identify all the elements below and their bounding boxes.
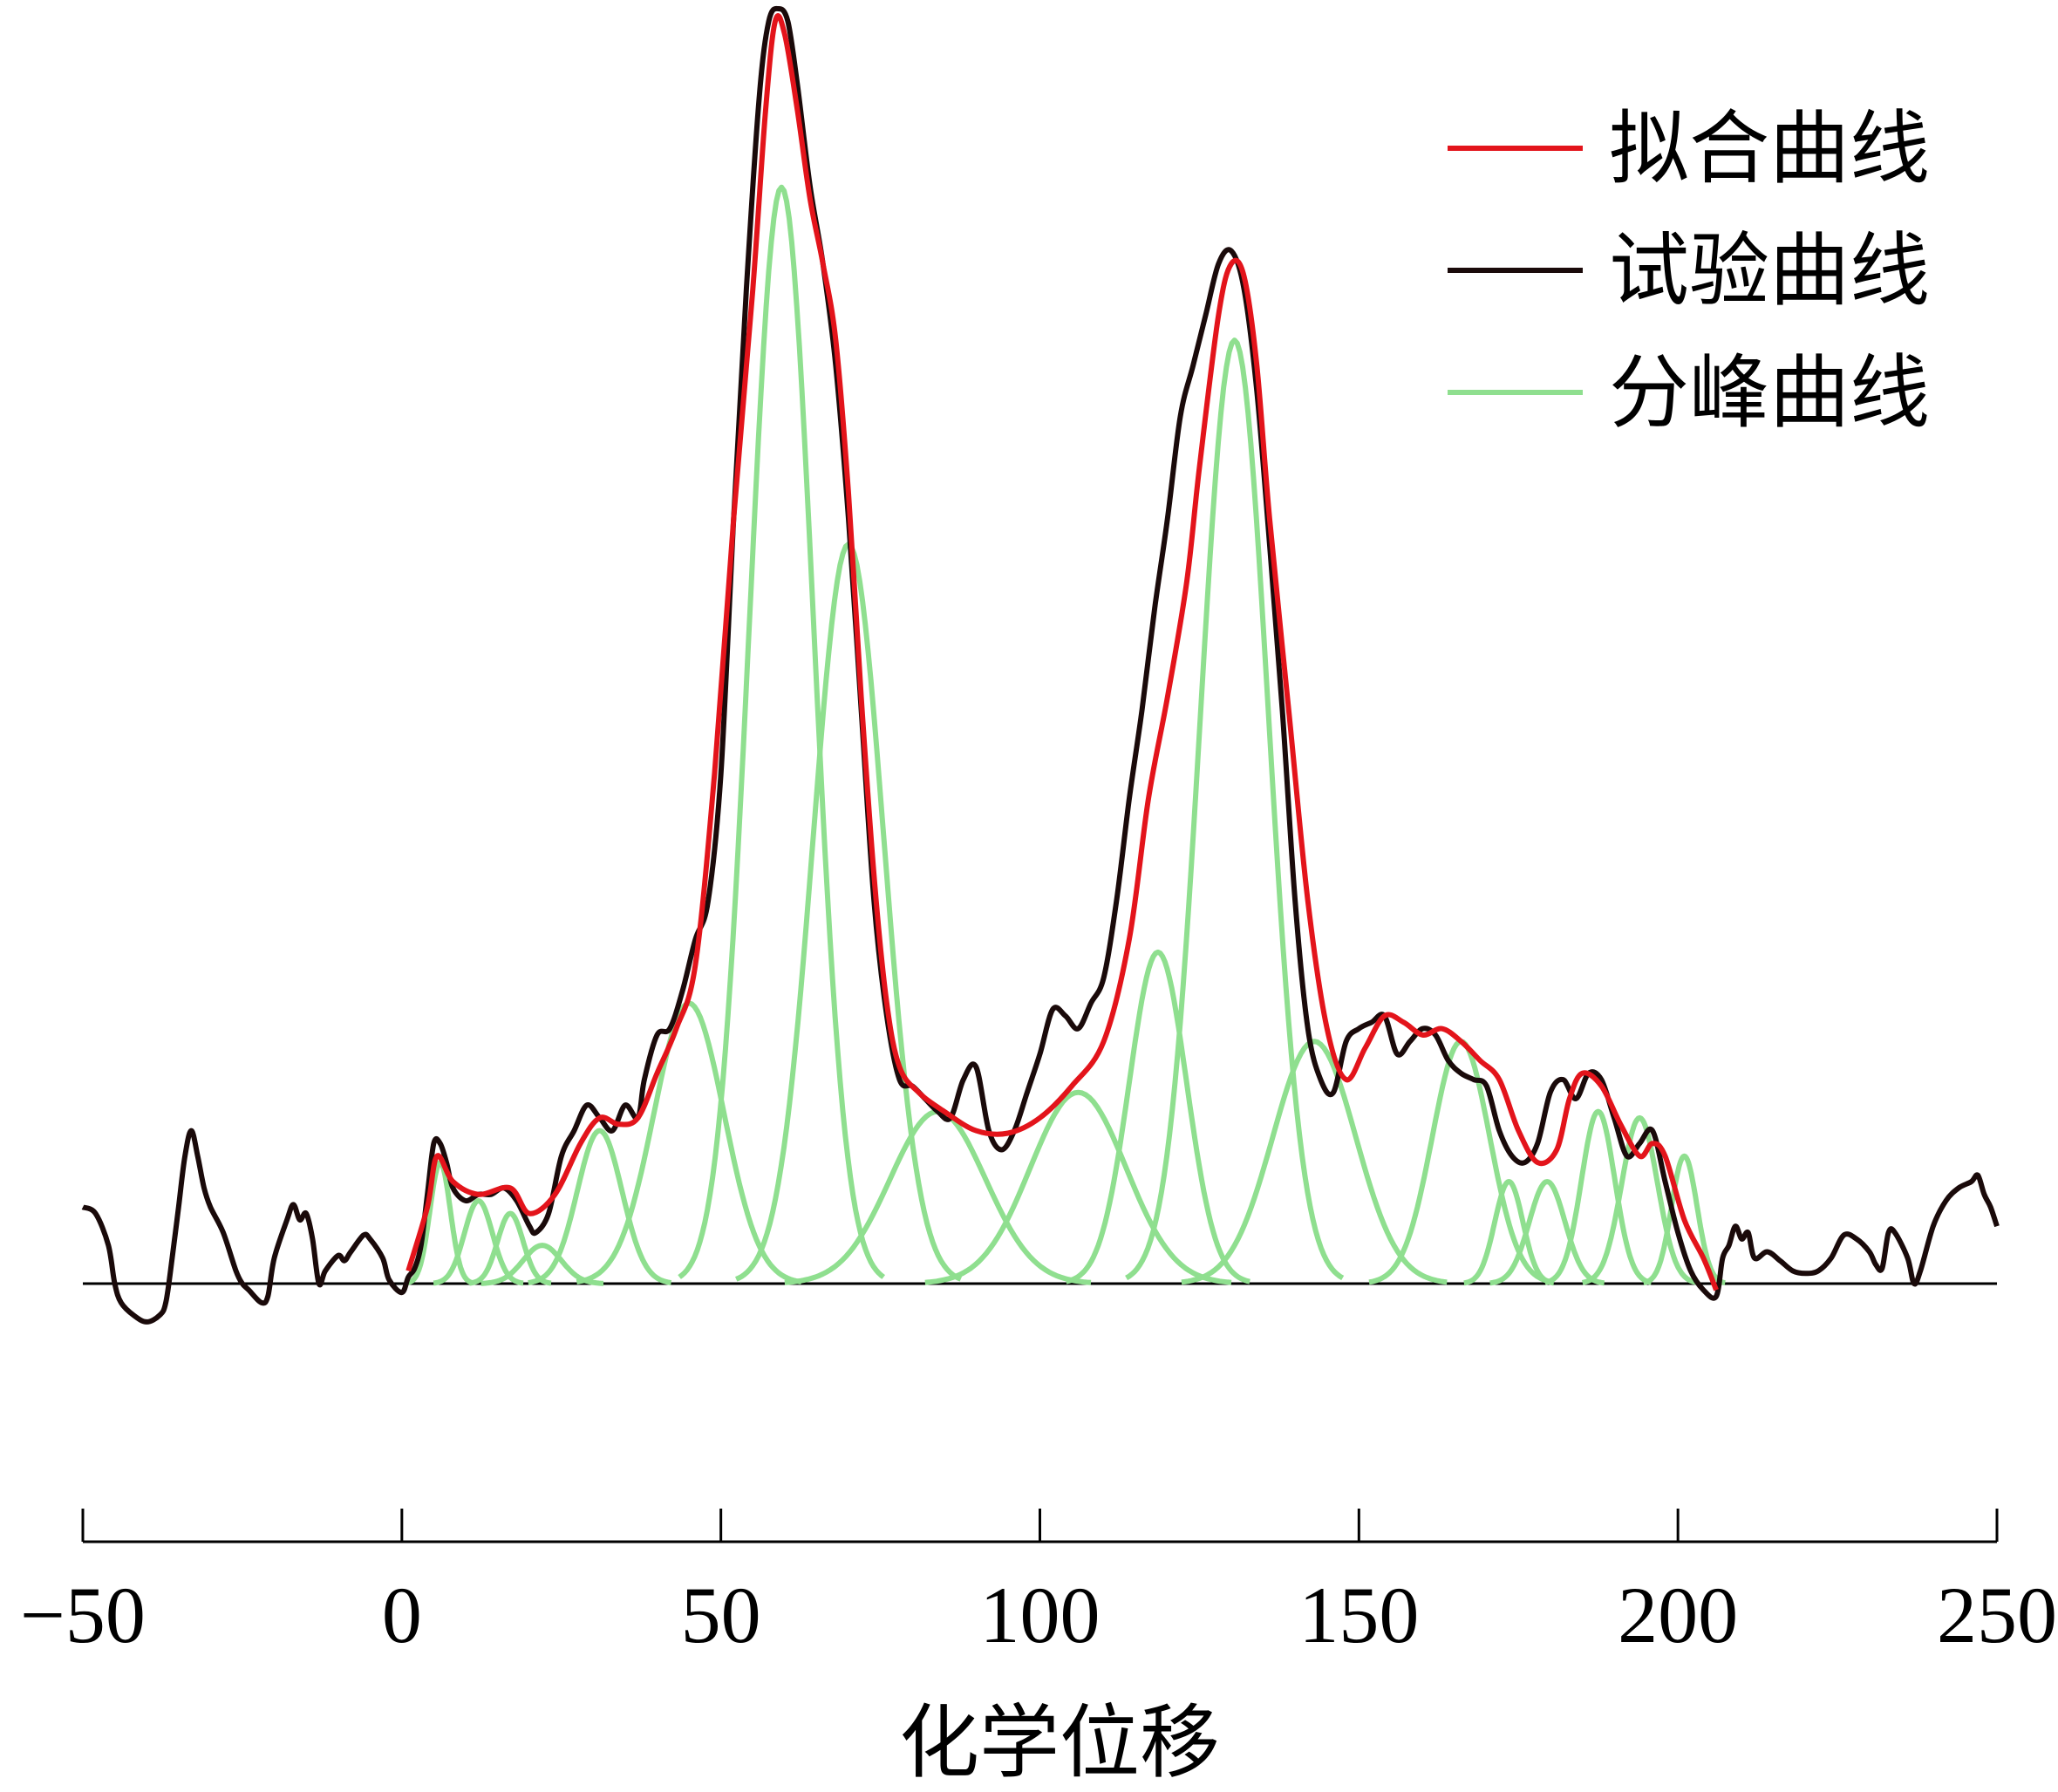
- peak-curve-17: [1544, 1108, 1653, 1285]
- series-fitted-curve: [405, 13, 1719, 1291]
- x-tick-label: 100: [980, 1571, 1101, 1659]
- peak-curve-16: [1489, 1179, 1606, 1286]
- legend-label: 试验曲线: [1609, 224, 1930, 317]
- fitted-curve-line: [405, 13, 1719, 1291]
- series-experimental-curve: [81, 5, 2000, 1325]
- peak-curve-7: [678, 184, 886, 1279]
- peak-curve-19: [1641, 1153, 1727, 1286]
- peak-curve-10: [924, 1089, 1232, 1285]
- peak-curve-3: [467, 1210, 553, 1286]
- x-tick-label: 0: [382, 1571, 422, 1659]
- peak-curve-11: [1065, 949, 1250, 1284]
- peak-curve-12: [1125, 337, 1345, 1281]
- x-tick-label: 250: [1937, 1571, 2057, 1659]
- x-tick-label: −50: [20, 1571, 146, 1659]
- legend-label: 拟合曲线: [1609, 102, 1930, 195]
- x-tick-label: 50: [681, 1571, 761, 1659]
- peak-curve-5: [527, 1128, 672, 1285]
- experimental-curve-line: [81, 5, 2000, 1325]
- x-tick-label: 150: [1298, 1571, 1419, 1659]
- peak-curve-18: [1581, 1114, 1699, 1285]
- x-tick-label: 200: [1618, 1571, 1738, 1659]
- x-axis: −50 0 50 100 150 200 250: [20, 1509, 2057, 1659]
- peak-curve-15: [1462, 1179, 1556, 1286]
- legend-label: 分峰曲线: [1609, 346, 1930, 439]
- x-axis-title: 化学位移: [899, 1696, 1220, 1789]
